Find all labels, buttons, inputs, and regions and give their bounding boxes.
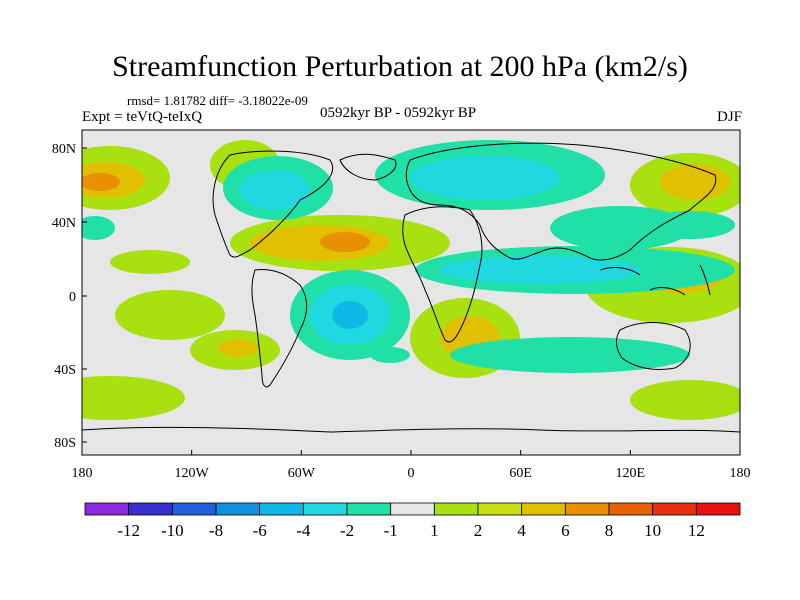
colorbar-label: 2 [474, 521, 483, 540]
experiment-line: Expt = teVtQ-teIxQ [82, 109, 203, 125]
anomaly-negative-region [82, 216, 115, 240]
colorbar-label: -8 [209, 521, 223, 540]
x-tick-label: 120W [175, 466, 210, 481]
colorbar-swatch [433, 502, 479, 516]
x-tick-label: 0 [408, 466, 415, 481]
colorbar-label: 12 [688, 521, 705, 540]
colorbar-label: 6 [561, 521, 570, 540]
colorbar-label: 10 [644, 521, 661, 540]
colorbar-swatch [608, 502, 654, 516]
colorbar-swatch [521, 502, 566, 516]
anomaly-positive-region [218, 339, 258, 357]
x-axis: 180 120W 60W 0 60E 120E 180 [72, 450, 751, 481]
x-tick-label: 180 [730, 466, 751, 481]
colorbar-label: -4 [296, 521, 311, 540]
y-tick-label: 0 [69, 290, 76, 305]
colorbar-swatch [564, 502, 610, 516]
coastline [339, 153, 397, 181]
colorbar-label: -2 [340, 521, 354, 540]
coastline [599, 264, 711, 296]
colorbar-label: -10 [161, 521, 184, 540]
coastlines [82, 142, 740, 433]
anomaly-negative-region [240, 170, 310, 210]
anomaly-negative-region [370, 347, 410, 363]
colorbar-swatch [128, 502, 173, 516]
colorbar-swatch [390, 502, 435, 516]
colorbar-label: 1 [430, 521, 439, 540]
colorbar-label: -12 [117, 521, 140, 540]
anomaly-positive-region [320, 232, 370, 252]
anomaly-negative-region [450, 337, 690, 373]
y-tick-label: 40S [54, 363, 76, 378]
colorbar-swatch [259, 502, 304, 516]
colorbar-swatch [302, 502, 348, 516]
colorbar-swatch [477, 502, 523, 516]
y-tick-label: 80N [52, 142, 76, 157]
coastline [251, 269, 308, 388]
y-tick-label: 80S [54, 436, 76, 451]
coastline [616, 322, 691, 371]
coastline [212, 150, 334, 258]
anomaly-negative-region [440, 256, 640, 284]
coastline [402, 206, 483, 343]
anomaly-positive-region [660, 164, 730, 200]
contour-field [82, 130, 740, 455]
anomaly-negative-region [645, 211, 735, 239]
anomaly-negative-region [410, 156, 560, 200]
x-tick-label: 60W [288, 466, 316, 481]
period-line: 0592kyr BP - 0592kyr BP [320, 105, 477, 121]
stats-line: rmsd= 1.81782 diff= -3.18022e-09 [127, 93, 308, 108]
anomaly-positive-region [110, 250, 190, 274]
anomaly-positive-region [115, 290, 225, 340]
x-tick-label: 120E [616, 466, 646, 481]
colorbar-swatch [652, 502, 697, 516]
colorbar-swatch [695, 502, 741, 516]
colorbar-swatch [215, 502, 261, 516]
anomaly-negative-region [332, 301, 368, 329]
coastline [82, 426, 740, 433]
y-tick-label: 40N [52, 216, 76, 231]
anomaly-positive-region [82, 173, 120, 191]
colorbar-swatch [346, 502, 392, 516]
season-label: DJF [716, 109, 742, 125]
colorbar-label: 4 [517, 521, 526, 540]
anomaly-positive-region [630, 380, 740, 420]
colorbar-label: -6 [253, 521, 267, 540]
y-axis: 80N 40N 0 40S 80S [52, 142, 87, 451]
coastline [405, 142, 717, 261]
map-title: Streamfunction Perturbation at 200 hPa (… [112, 50, 688, 83]
colorbar: -12 -10 -8 -6 -4 -2 -1 1 2 4 6 8 10 12 [84, 502, 741, 540]
colorbar-swatch [171, 502, 217, 516]
colorbar-swatch [84, 502, 130, 516]
x-tick-label: 60E [509, 466, 532, 481]
colorbar-label: -1 [384, 521, 398, 540]
colorbar-label: 8 [605, 521, 614, 540]
x-tick-label: 180 [72, 466, 93, 481]
anomaly-positive-region [82, 376, 185, 420]
